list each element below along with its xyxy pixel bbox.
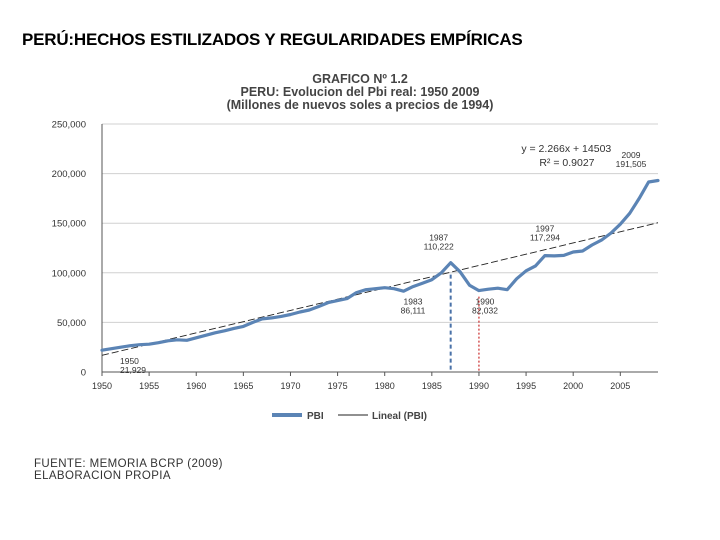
annotation-value-2009: 191,505 [616,159,647,169]
x-tick-label: 1995 [516,381,536,391]
annotation-year-1990: 1990 [475,297,494,307]
y-tick-label: 150,000 [52,219,86,230]
x-tick-label: 1960 [186,381,206,391]
slide-title: PERÚ:HECHOS ESTILIZADOS Y REGULARIDADES … [22,30,523,49]
annotation-value-1950: 21,929 [120,365,146,375]
trendline-equation: y = 2.266x + 14503 [521,143,611,155]
annotation-value-1997: 117,294 [530,233,560,243]
source-line-1: FUENTE: MEMORIA BCRP (2009) [34,458,223,470]
axes: 0 50,000 100,000 150,000 200,000 250,000 1950 1… [52,120,631,392]
pbi-series-line [100,178,660,352]
x-tick-label: 1980 [375,381,395,391]
vertical-markers [449,274,480,372]
grid-lines [102,123,658,373]
x-tick-label: 1990 [469,381,489,391]
annotation-year-1987: 1987 [429,233,448,243]
y-tick-label: 250,000 [52,120,86,131]
legend-trend-label: Lineal (PBI) [372,411,427,422]
legend: PBI Lineal (PBI) [272,411,427,422]
x-tick-label: 1985 [422,381,442,391]
x-tick-label: 2000 [563,381,583,391]
chart-units-note: (Millones de nuevos soles a precios de 1… [226,98,494,112]
annotation-year-1997: 1997 [535,224,554,234]
annotation-year-1950: 1950 [120,356,139,366]
y-tick-label: 50,000 [57,318,86,329]
trendline-r2: R² = 0.9027 [539,157,594,169]
annotation-year-2009: 2009 [622,150,641,160]
chart-subtitle: PERU: Evolucion del Pbi real: 1950 2009 [240,85,480,99]
x-tick-label: 2005 [610,381,630,391]
y-tick-label: 100,000 [52,268,86,279]
y-tick-label: 200,000 [52,169,86,180]
y-tick-label: 0 [81,368,86,379]
x-tick-label: 1975 [328,381,348,391]
annotation-year-1983: 1983 [404,297,423,307]
x-tick-label: 1950 [92,381,112,391]
annotation-value-1987: 110,222 [424,242,454,252]
chart-header: GRAFICO Nº 1.2 PERU: Evolucion del Pbi r… [200,73,520,112]
source-line-2: ELABORACION PROPIA [34,470,171,482]
source-note: FUENTE: MEMORIA BCRP (2009) ELABORACION … [34,458,223,482]
x-tick-label: 1970 [280,381,300,391]
annotation-value-1990: 82,032 [472,306,498,316]
series-layer [100,178,660,352]
chart-title: GRAFICO Nº 1.2 [312,72,408,86]
x-tick-label: 1955 [139,381,159,391]
legend-pbi-label: PBI [307,411,324,422]
x-tick-label: 1965 [233,381,253,391]
annotation-value-1983: 86,111 [401,306,426,316]
